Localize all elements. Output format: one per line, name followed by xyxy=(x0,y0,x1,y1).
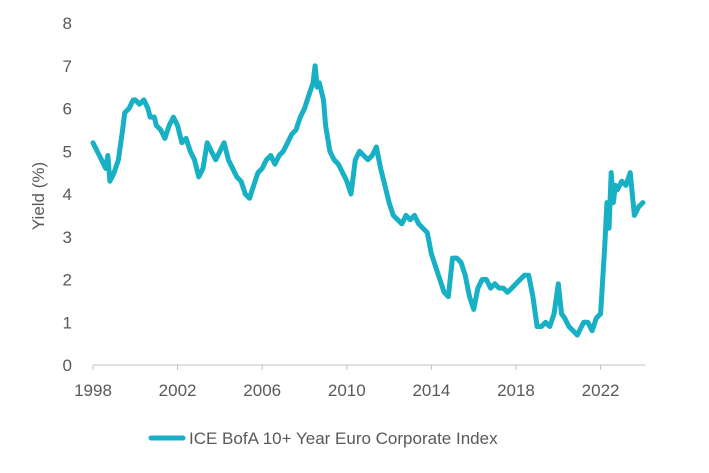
x-tick-label: 1998 xyxy=(74,381,112,400)
y-tick-label: 8 xyxy=(63,14,72,33)
y-tick-label: 5 xyxy=(63,142,72,161)
legend-label: ICE BofA 10+ Year Euro Corporate Index xyxy=(189,429,498,448)
y-axis: Yield (%) 0 1 2 3 4 5 6 7 8 xyxy=(29,14,72,375)
legend: ICE BofA 10+ Year Euro Corporate Index xyxy=(148,429,498,448)
y-tick-label: 3 xyxy=(63,228,72,247)
y-tick-label: 6 xyxy=(63,100,72,119)
y-tick-label: 0 xyxy=(63,356,72,375)
x-axis: 1998 2002 2006 2010 2014 2018 2022 xyxy=(74,364,645,400)
x-tick-label: 2022 xyxy=(582,381,620,400)
x-tick-label: 2002 xyxy=(159,381,197,400)
x-tick-label: 2010 xyxy=(328,381,366,400)
series-line xyxy=(90,63,646,338)
y-tick-label: 7 xyxy=(63,57,72,76)
x-tick-label: 2014 xyxy=(412,381,450,400)
y-axis-label: Yield (%) xyxy=(29,162,48,230)
series-layer xyxy=(90,63,646,338)
y-tick-label: 1 xyxy=(63,313,72,332)
y-tick-label: 4 xyxy=(63,185,72,204)
y-tick-label: 2 xyxy=(63,271,72,290)
y-tick-labels: 0 1 2 3 4 5 6 7 8 xyxy=(63,14,72,375)
x-tick-labels: 1998 2002 2006 2010 2014 2018 2022 xyxy=(74,365,620,400)
x-tick-label: 2018 xyxy=(497,381,535,400)
x-tick-label: 2006 xyxy=(243,381,281,400)
